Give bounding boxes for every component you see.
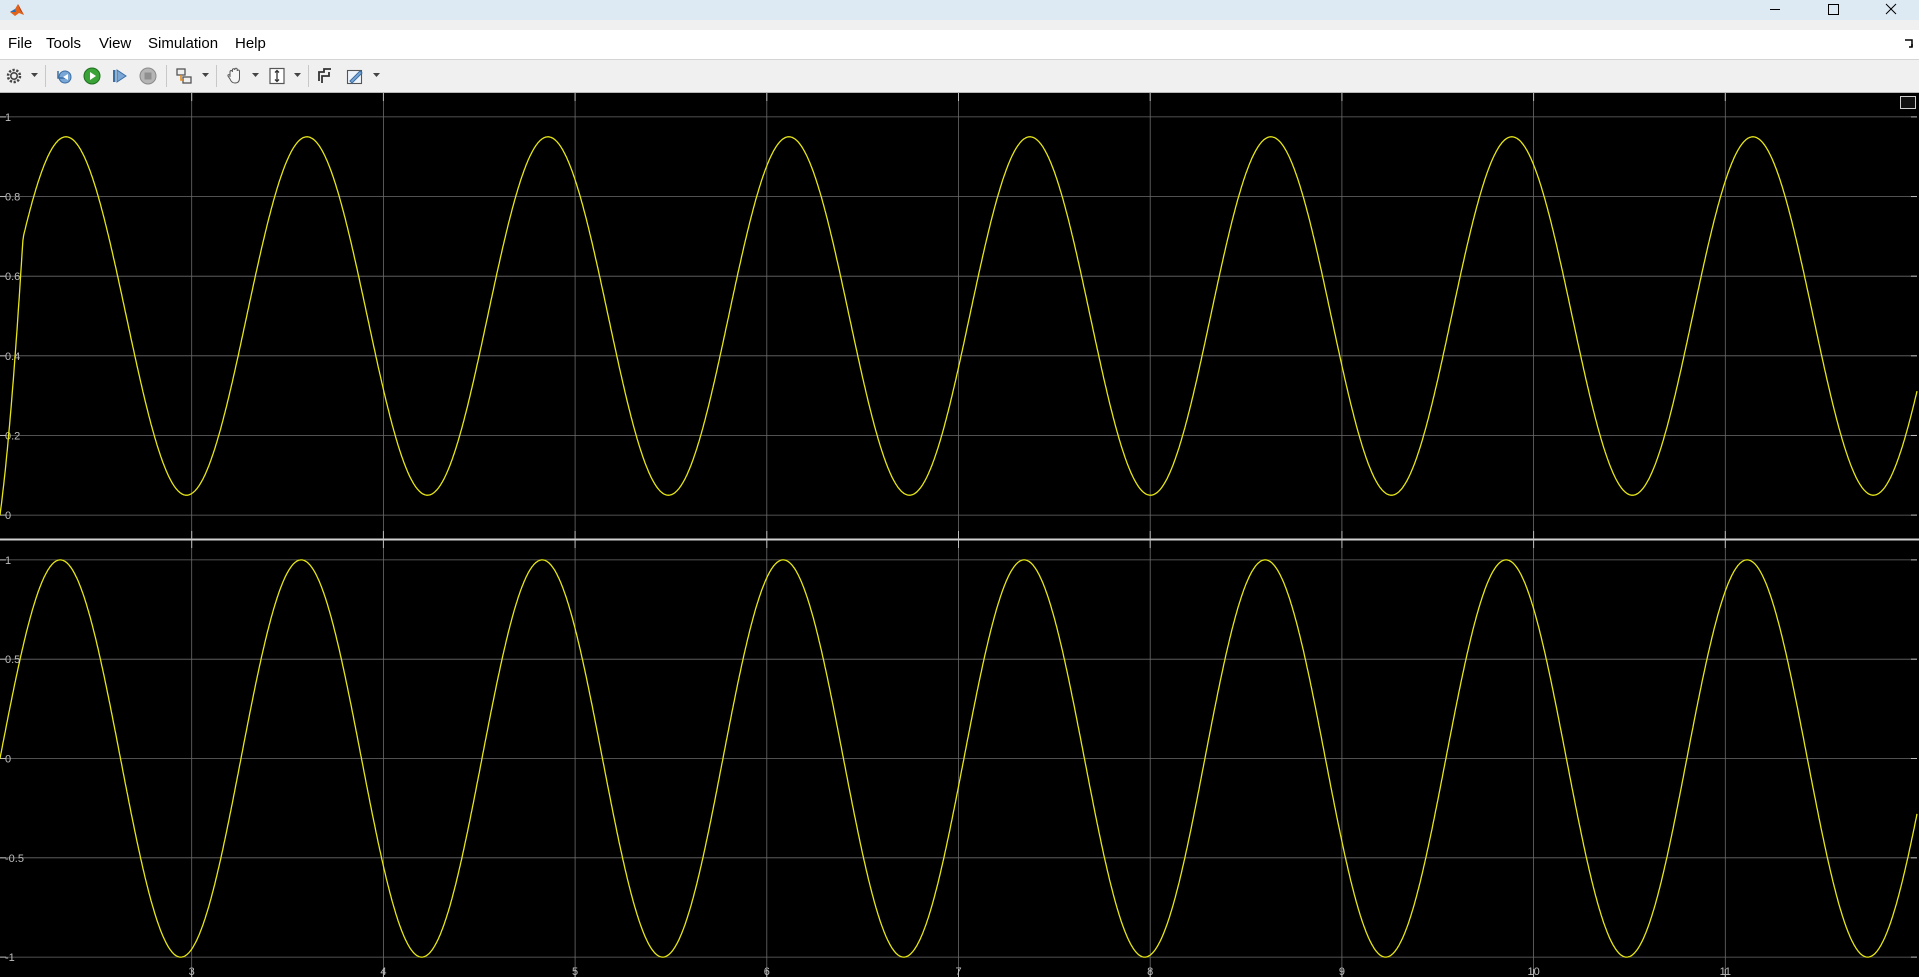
scope-display[interactable]: 0 0.2 0.4 0.6 0.8 1 3 4 5 6 7 8 9 10 11 -1 -0.5 0 0.5 1 [0, 93, 1919, 977]
maximize-icon[interactable] [1804, 0, 1862, 20]
toolbar-separator [166, 65, 167, 87]
panel1-ytick-label-5: 1 [5, 112, 11, 124]
panel2-ytick-label-3: 0.5 [5, 654, 20, 666]
menu-help[interactable]: Help [235, 35, 266, 52]
panel2-xtick-label-5: 5 [572, 966, 578, 977]
scope-plots[interactable]: 0 0.2 0.4 0.6 0.8 1 3 4 5 6 7 8 9 10 11 -1 -0.5 0 0.5 1 [0, 93, 1919, 977]
panel2-ytick-label-4: 1 [5, 555, 11, 567]
panel2-xtick-label-11: 11 [1720, 966, 1731, 977]
panel2-ytick-label-0: -1 [5, 952, 15, 964]
menu-tools[interactable]: Tools [46, 35, 82, 52]
menu-bar: File Tools View Simulation Help [0, 30, 1919, 59]
panel2-xtick-label-7: 7 [955, 966, 961, 977]
panel2-xtick-label-4: 4 [380, 966, 386, 977]
panel2-xtick-label-10: 10 [1527, 966, 1539, 977]
panel2-xtick-label-3: 3 [189, 966, 195, 977]
highlight-dropdown-arrow-icon[interactable] [202, 72, 209, 78]
panel1-series-1-line [0, 136, 1918, 516]
measurement-dropdown-arrow-icon[interactable] [373, 72, 380, 78]
undock-icon[interactable] [1903, 37, 1915, 49]
toolbar-separator [216, 65, 217, 87]
toolbar-separator [308, 65, 309, 87]
close-icon[interactable] [1862, 0, 1919, 20]
panel2-ytick-label-2: 0 [5, 754, 11, 766]
menu-view[interactable]: View [99, 35, 132, 52]
panel2-xtick-label-9: 9 [1339, 966, 1345, 977]
run-icon[interactable] [82, 66, 102, 86]
panel2-xtick-label-8: 8 [1147, 966, 1153, 977]
panel1-ytick-label-4: 0.8 [5, 192, 20, 204]
panel2-series-1-line [0, 559, 1918, 958]
stop-icon[interactable] [138, 66, 158, 86]
matlab-app-icon [10, 4, 24, 16]
panel1-ytick-label-2: 0.4 [5, 351, 20, 363]
toolbar-separator [45, 65, 46, 87]
toolbar [0, 59, 1919, 93]
panel2-xtick-label-6: 6 [764, 966, 770, 977]
measurement-icon[interactable] [345, 66, 365, 86]
minimize-icon[interactable] [1746, 0, 1804, 20]
highlight-block-icon[interactable] [174, 66, 194, 86]
panel1-ytick-label-1: 0.2 [5, 430, 20, 442]
step-forward-icon[interactable] [110, 66, 130, 86]
panel2-ytick-label-1: -0.5 [5, 853, 24, 865]
pan-hand-icon[interactable] [225, 66, 245, 86]
panel1-ytick-label-3: 0.6 [5, 271, 20, 283]
expand-legend-icon[interactable] [1900, 96, 1916, 109]
menu-simulation[interactable]: Simulation [148, 35, 219, 52]
autoscale-icon[interactable] [315, 66, 335, 86]
scale-axes-icon[interactable] [267, 66, 287, 86]
settings-gear-icon[interactable] [4, 66, 24, 86]
step-back-icon[interactable] [54, 66, 74, 86]
pan-dropdown-arrow-icon[interactable] [252, 72, 259, 78]
menu-file[interactable]: File [8, 35, 33, 52]
scale-axes-dropdown-arrow-icon[interactable] [294, 72, 301, 78]
settings-dropdown-arrow-icon[interactable] [31, 72, 38, 78]
title-bar [0, 0, 1919, 20]
panel1-ytick-label-0: 0 [5, 510, 11, 522]
